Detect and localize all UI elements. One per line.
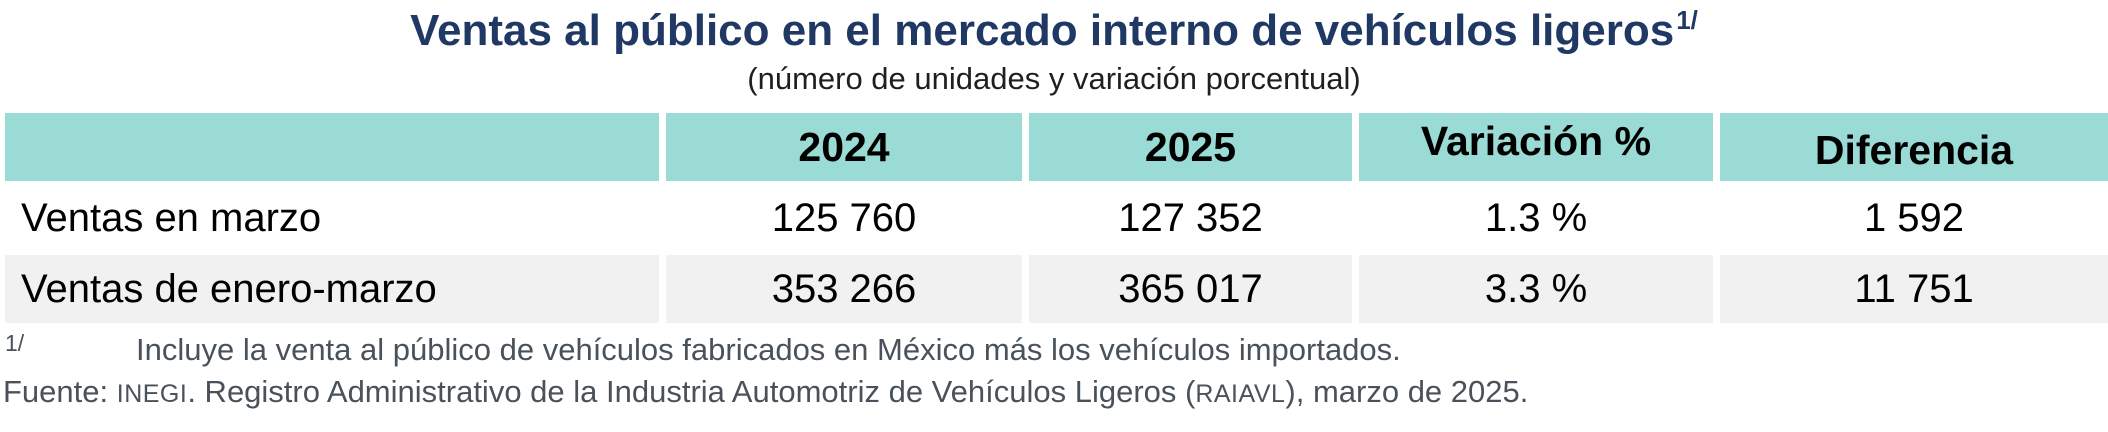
title-footnote-ref: 1/ bbox=[1676, 5, 1698, 35]
table-header-variacion: Variación % bbox=[1359, 113, 1713, 182]
page-title-text: Ventas al público en el mercado interno … bbox=[410, 6, 1675, 55]
table-header-2024: 2024 bbox=[666, 113, 1022, 182]
table-cell-2024: 125 760 bbox=[666, 181, 1022, 256]
source-raiavl: RAIAVL bbox=[1195, 380, 1286, 409]
sales-table: 2024 2025 Variación % Diferencia Ventas … bbox=[5, 113, 2108, 324]
table-cell-2025: 127 352 bbox=[1029, 181, 1352, 256]
table-cell-diferencia: 11 751 bbox=[1720, 255, 2108, 324]
page-title: Ventas al público en el mercado interno … bbox=[0, 5, 2108, 57]
footnote-text: Incluye la venta al público de vehículos… bbox=[136, 332, 1401, 368]
table-header-empty bbox=[5, 113, 659, 182]
table-cell-variacion: 3.3 % bbox=[1359, 255, 1713, 324]
source-inegi: INEGI bbox=[116, 380, 188, 409]
document-header: Ventas al público en el mercado interno … bbox=[0, 0, 2108, 96]
table-cell-diferencia: 1 592 bbox=[1720, 181, 2108, 256]
table-row-label: Ventas en marzo bbox=[5, 181, 659, 256]
table-cell-2024: 353 266 bbox=[666, 255, 1022, 324]
footnote: 1/Incluye la venta al público de vehícul… bbox=[0, 330, 2108, 372]
footnote-marker: 1/ bbox=[5, 330, 25, 357]
source-suffix: ), marzo de 2025. bbox=[1285, 374, 1529, 410]
page-subtitle: (número de unidades y variación porcentu… bbox=[747, 60, 1361, 96]
table-row-label: Ventas de enero-marzo bbox=[5, 255, 659, 324]
table-header-diferencia: Diferencia bbox=[1720, 113, 2108, 182]
source-line: Fuente: INEGI. Registro Administrativo d… bbox=[0, 372, 2108, 414]
table-cell-variacion: 1.3 % bbox=[1359, 181, 1713, 256]
source-prefix: Fuente: bbox=[3, 374, 117, 410]
notes-block: 1/Incluye la venta al público de vehícul… bbox=[0, 330, 2108, 414]
table-header-2025: 2025 bbox=[1029, 113, 1352, 182]
source-middle: . Registro Administrativo de la Industri… bbox=[187, 374, 1196, 410]
table-cell-2025: 365 017 bbox=[1029, 255, 1352, 324]
